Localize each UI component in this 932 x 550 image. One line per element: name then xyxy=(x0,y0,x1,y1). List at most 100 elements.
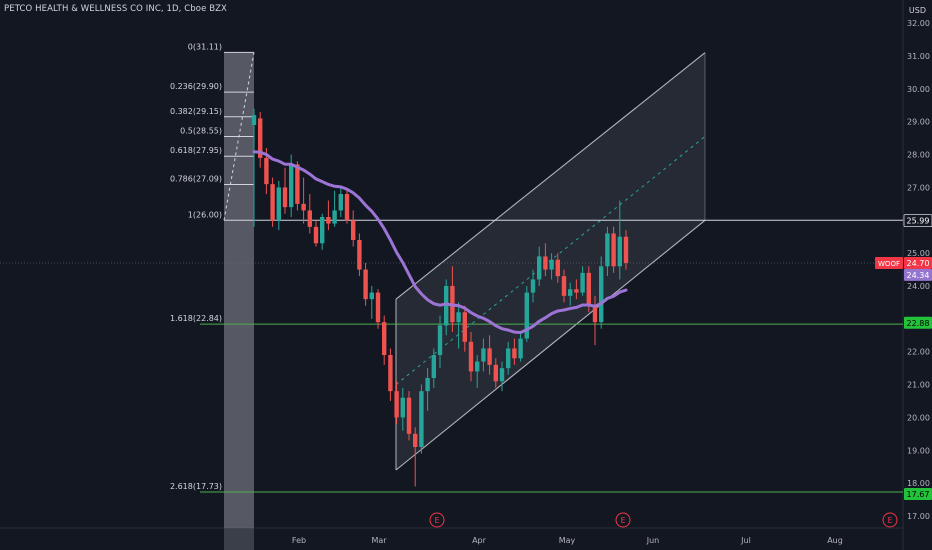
candle-body xyxy=(388,355,393,392)
candle-body xyxy=(419,391,424,447)
candle-body xyxy=(462,312,467,342)
moving-average xyxy=(252,150,628,335)
fib-range-shade-column xyxy=(224,52,254,529)
price-tag-label: 24.34 xyxy=(907,271,930,280)
symbol-tag-label: WOOF xyxy=(878,260,900,268)
candle-body xyxy=(617,236,622,267)
y-tick-label: 27.00 xyxy=(907,183,930,192)
y-tick-label: 31.00 xyxy=(907,52,930,61)
candle-body xyxy=(413,433,418,447)
y-tick-label: 28.00 xyxy=(907,151,930,160)
candle-body xyxy=(605,233,610,267)
x-tick-label: Feb xyxy=(292,536,306,545)
candle-body xyxy=(549,259,554,270)
y-tick-label: 22.00 xyxy=(907,348,930,357)
candle-body xyxy=(487,348,492,365)
candle-body xyxy=(512,348,517,359)
fib-level-label: 0.618(27.95) xyxy=(170,146,222,155)
candle-body xyxy=(537,256,542,280)
y-tick-label: 20.00 xyxy=(907,413,930,422)
candle-body xyxy=(592,305,598,323)
candle-body xyxy=(406,397,412,434)
price-tags: 25.99 24.70 24.34 22.88 17.67 WOOF xyxy=(875,214,932,500)
x-tick-label: Jul xyxy=(740,536,751,545)
candle-body xyxy=(270,184,275,221)
time-axis: Feb Mar Apr May Jun Jul Aug xyxy=(292,536,843,545)
price-tag-bg xyxy=(904,268,932,281)
earnings-marker-label: E xyxy=(888,516,893,525)
currency-label: USD xyxy=(908,6,926,15)
fib-level-label: 0(31.11) xyxy=(188,42,222,51)
fib-retracement: 0(31.11) 0.236(29.90) 0.382(29.15) 0.5(28.5… xyxy=(0,42,903,493)
x-tick-label: Jun xyxy=(646,536,660,545)
fib-level-label: 0.5(28.55) xyxy=(180,127,222,136)
y-tick-label: 30.00 xyxy=(907,85,930,94)
candle-body xyxy=(481,348,486,362)
price-tag-bg xyxy=(903,214,932,228)
y-tick-label: 18.00 xyxy=(907,479,930,488)
candle-body xyxy=(561,276,567,296)
earnings-marker-circle xyxy=(882,512,898,528)
price-tag-bg xyxy=(904,487,932,500)
candle-body xyxy=(456,312,461,323)
candle-body xyxy=(363,269,368,300)
candle-body xyxy=(444,286,449,326)
earnings-marker-label: E xyxy=(621,516,626,525)
candle-body xyxy=(258,118,263,158)
fib-shaded-region xyxy=(223,52,255,550)
channel-lower-line xyxy=(395,219,706,471)
price-tag-label: 25.99 xyxy=(907,217,930,226)
earnings-marker-circle xyxy=(429,512,445,528)
candle-body xyxy=(369,292,374,300)
candlestick-series xyxy=(251,108,629,487)
candle-body xyxy=(251,115,257,125)
candle-body xyxy=(518,338,523,359)
candle-body xyxy=(580,272,585,293)
y-tick-label: 21.00 xyxy=(907,381,930,390)
moving-average-line xyxy=(252,150,628,335)
candle-body xyxy=(543,256,548,270)
candle-body xyxy=(586,272,591,306)
candle-body xyxy=(506,348,511,369)
fib-level-label: 0.236(29.90) xyxy=(170,82,222,91)
candle-body xyxy=(493,364,498,382)
candle-body xyxy=(301,203,306,211)
candle-body xyxy=(282,187,288,208)
candle-body xyxy=(357,240,362,270)
price-axis: 32.00 31.00 30.00 29.00 28.00 27.00 25.00 24.00… xyxy=(907,19,930,521)
candle-body xyxy=(574,289,579,293)
candle-body xyxy=(289,164,294,208)
y-tick-label: 17.00 xyxy=(907,512,930,521)
fib-level-label: 1.618(22.84) xyxy=(170,314,222,323)
fib-level-label: 2.618(17.73) xyxy=(170,482,222,491)
candle-body xyxy=(599,266,604,323)
price-tag-label: 17.67 xyxy=(907,490,930,499)
y-tick-label: 24.00 xyxy=(907,282,930,291)
price-tag-label: 22.88 xyxy=(907,319,930,328)
candle-body xyxy=(468,341,474,372)
price-tag-bg xyxy=(904,257,932,269)
fib-level-label: 1(26.00) xyxy=(188,210,222,219)
candle-body xyxy=(307,210,312,227)
price-tag-bg xyxy=(904,316,932,329)
candle-body xyxy=(326,217,331,224)
x-tick-label: Apr xyxy=(472,536,487,545)
fib-level-label: 0.382(29.15) xyxy=(170,107,222,116)
candle-body xyxy=(431,355,436,378)
candle-body xyxy=(344,194,350,221)
price-tag-label: 24.70 xyxy=(907,259,930,268)
candle-body xyxy=(437,325,443,355)
candle-body xyxy=(276,187,281,221)
y-tick-label: 19.00 xyxy=(907,446,930,455)
y-tick-label: 32.00 xyxy=(907,19,930,28)
candle-body xyxy=(568,289,573,296)
candle-body xyxy=(555,259,560,277)
candle-body xyxy=(338,194,343,211)
candle-body xyxy=(623,236,629,263)
candle-body xyxy=(264,157,269,185)
candle-body xyxy=(530,279,536,293)
symbol-tag-bg xyxy=(875,257,903,269)
fib-level-label: 0.786(27.09) xyxy=(170,174,222,183)
